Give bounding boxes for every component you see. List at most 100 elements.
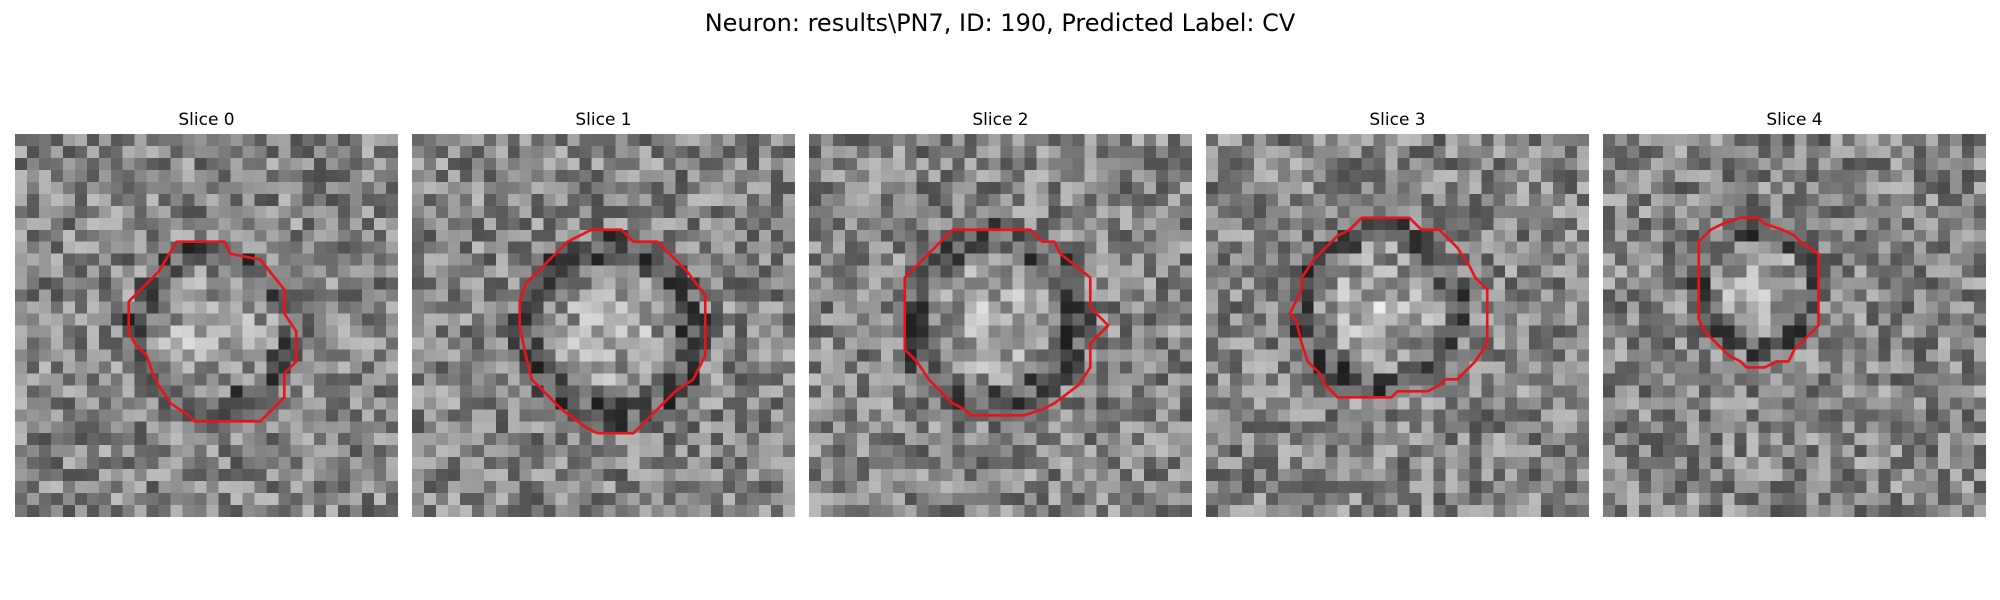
pixel <box>1012 134 1025 147</box>
pixel <box>423 361 437 374</box>
pixel <box>783 325 795 338</box>
pixel <box>182 385 195 398</box>
slice-image-0 <box>15 134 398 517</box>
pixel <box>783 397 795 410</box>
pixel <box>1144 469 1157 482</box>
pixel <box>1469 385 1482 398</box>
pixel <box>471 217 485 230</box>
pixel <box>1686 169 1699 183</box>
pixel <box>1529 265 1542 278</box>
pixel <box>1854 145 1867 159</box>
pixel <box>1156 301 1169 314</box>
pixel <box>1385 481 1398 494</box>
pixel <box>531 481 544 494</box>
pixel <box>1156 361 1169 374</box>
pixel <box>1722 373 1735 386</box>
pixel <box>1337 481 1350 494</box>
pixel <box>134 505 147 517</box>
pixel <box>1361 229 1374 242</box>
pixel <box>134 193 147 207</box>
pixel <box>1337 493 1350 506</box>
pixel <box>374 421 387 434</box>
pixel <box>50 134 64 147</box>
pixel <box>1842 385 1855 398</box>
pixel <box>783 289 795 302</box>
pixel <box>1914 277 1927 290</box>
pixel <box>1830 325 1843 338</box>
pixel <box>386 337 398 350</box>
pixel <box>1541 505 1554 517</box>
pixel <box>254 397 267 410</box>
pixel <box>1541 373 1554 386</box>
pixel <box>62 277 76 290</box>
pixel <box>603 157 616 171</box>
pixel <box>1626 301 1640 314</box>
pixel <box>1638 337 1652 350</box>
pixel <box>170 493 183 506</box>
pixel <box>314 493 327 506</box>
pixel <box>1313 157 1326 171</box>
pixel <box>531 349 544 362</box>
pixel <box>747 361 760 374</box>
pixel <box>1553 277 1566 290</box>
pixel <box>1469 289 1482 302</box>
pixel <box>412 445 425 458</box>
pixel <box>412 313 425 326</box>
pixel <box>1830 277 1843 290</box>
pixel <box>1168 325 1181 338</box>
pixel <box>374 241 387 254</box>
pixel <box>459 409 473 422</box>
pixel <box>519 505 532 517</box>
pixel <box>1746 277 1759 290</box>
pixel <box>507 409 520 422</box>
pixel <box>1541 289 1554 302</box>
pixel <box>723 229 736 242</box>
pixel <box>1000 217 1013 230</box>
pixel <box>1517 325 1530 338</box>
pixel <box>1938 337 1951 350</box>
pixel <box>278 409 291 422</box>
pixel <box>1770 289 1783 302</box>
pixel <box>1072 325 1085 338</box>
pixel <box>1662 373 1676 386</box>
pixel <box>62 445 76 458</box>
pixel <box>1866 349 1879 362</box>
pixel <box>1866 169 1879 183</box>
pixel <box>651 193 664 207</box>
pixel <box>1758 457 1771 470</box>
pixel <box>711 469 724 482</box>
pixel <box>74 469 88 482</box>
pixel <box>615 469 628 482</box>
pixel <box>242 205 255 219</box>
pixel <box>928 361 941 374</box>
pixel <box>1313 421 1326 434</box>
pixel <box>1289 157 1302 171</box>
pixel <box>423 229 437 242</box>
pixel <box>1974 193 1986 207</box>
pixel <box>38 289 52 302</box>
pixel <box>459 421 473 434</box>
pixel <box>591 217 604 230</box>
pixel <box>1890 181 1903 195</box>
pixel <box>62 241 76 254</box>
pixel <box>1553 265 1566 278</box>
pixel <box>1938 217 1951 230</box>
pixel <box>940 241 953 254</box>
pixel <box>1734 193 1747 207</box>
pixel <box>74 205 88 219</box>
pixel <box>880 457 894 470</box>
pixel <box>1698 193 1711 207</box>
pixel <box>809 241 822 254</box>
pixel <box>1710 409 1723 422</box>
pixel <box>699 181 712 195</box>
pixel <box>1301 457 1314 470</box>
pixel <box>194 145 207 159</box>
pixel <box>1603 253 1616 266</box>
pixel <box>988 373 1001 386</box>
pixel <box>254 193 267 207</box>
pixel <box>1565 134 1578 147</box>
pixel <box>1012 493 1025 506</box>
pixel <box>1866 241 1879 254</box>
pixel <box>1132 229 1145 242</box>
pixel <box>1433 385 1446 398</box>
